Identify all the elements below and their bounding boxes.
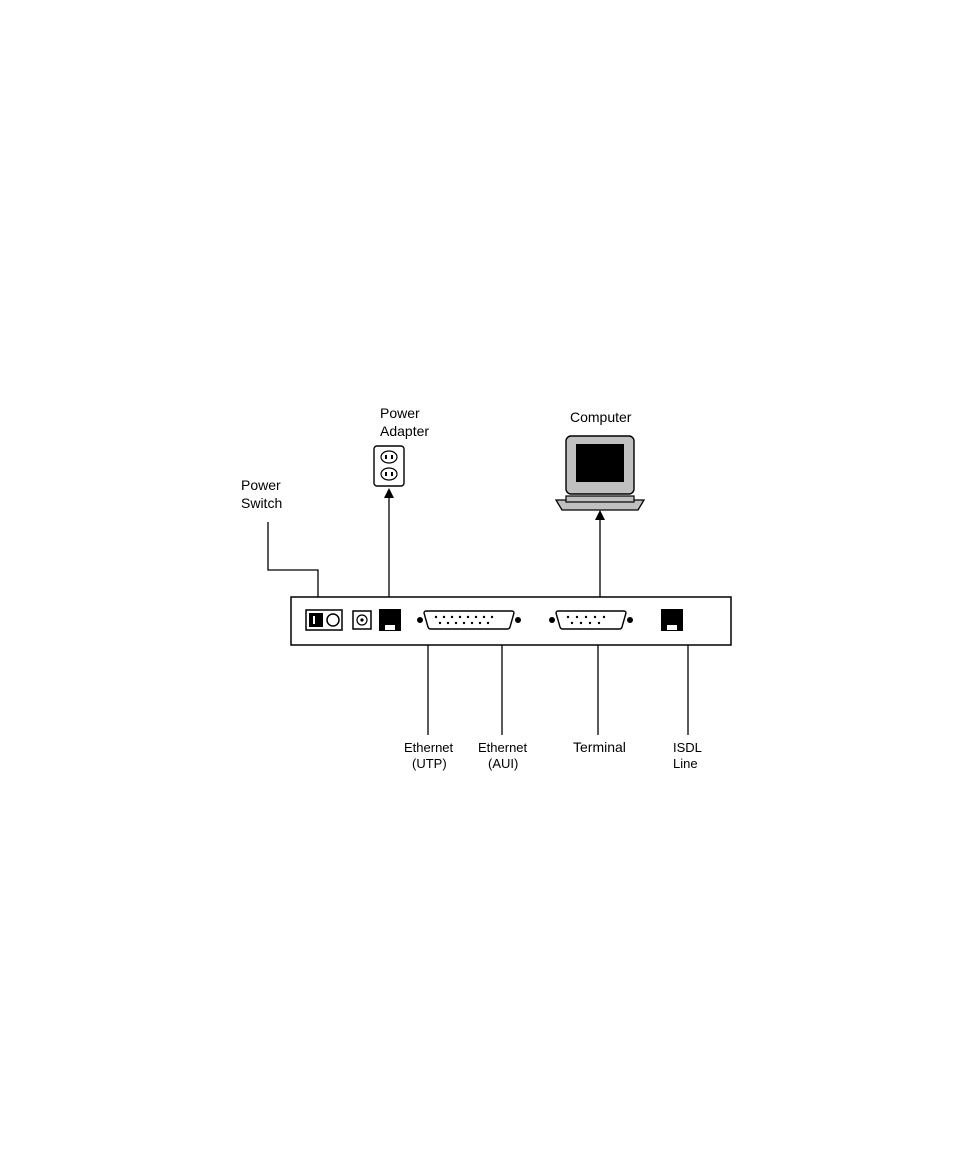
terminal-serial-port [549,611,633,629]
label-isdl-1: ISDL [673,740,702,755]
dc-jack-port [353,611,371,629]
label-power-adapter-2: Adapter [380,423,429,439]
arrow-computer [595,510,605,520]
ethernet-aui-port [417,611,521,629]
label-ethernet-utp-1: Ethernet [404,740,454,755]
ethernet-utp-port [379,609,401,631]
label-ethernet-utp-2: (UTP) [412,756,447,771]
computer-icon [556,436,644,510]
power-switch-port [306,610,342,630]
label-terminal: Terminal [573,739,626,755]
leader-power-switch [268,522,318,597]
label-ethernet-aui-1: Ethernet [478,740,528,755]
power-outlet-icon [374,446,404,486]
label-power-adapter-1: Power [380,405,420,421]
arrow-power-adapter [384,488,394,498]
rear-panel-diagram: Power Switch Power Adapter Computer Ethe… [0,0,954,1159]
label-power-switch-2: Switch [241,495,282,511]
label-computer: Computer [570,409,632,425]
label-isdl-2: Line [673,756,698,771]
label-power-switch-1: Power [241,477,281,493]
label-ethernet-aui-2: (AUI) [488,756,518,771]
isdl-port [661,609,683,631]
